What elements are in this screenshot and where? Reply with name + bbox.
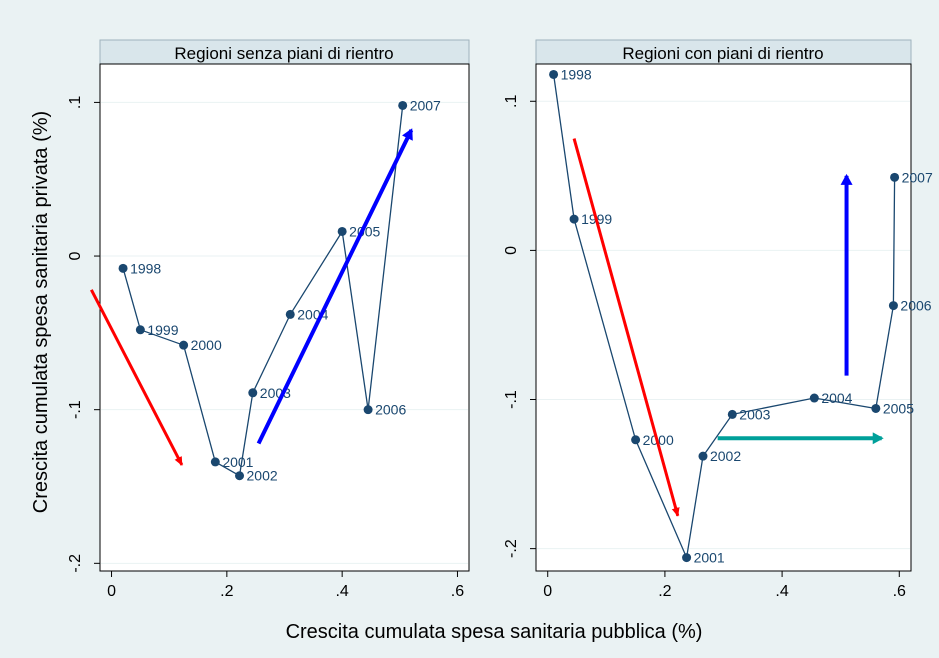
data-point bbox=[809, 393, 819, 403]
x-tick-label: .4 bbox=[335, 583, 348, 600]
data-point-label: 2002 bbox=[247, 468, 278, 484]
y-tick-label: -.1 bbox=[67, 400, 84, 419]
data-point bbox=[210, 457, 220, 467]
arrow-red bbox=[90, 289, 184, 466]
data-point-label: 2000 bbox=[191, 337, 222, 353]
panel-left-plot-area bbox=[99, 63, 470, 572]
data-point bbox=[631, 435, 641, 445]
data-point-label: 1998 bbox=[130, 260, 161, 276]
data-point-label: 2001 bbox=[694, 550, 725, 566]
data-point-label: 2005 bbox=[349, 223, 380, 239]
panel-right-x-axis: 0 .2 .4 .6 bbox=[543, 571, 906, 600]
data-point bbox=[871, 403, 881, 413]
data-point-label: 1999 bbox=[147, 322, 178, 338]
data-point-label: 2003 bbox=[739, 406, 770, 422]
data-point-label: 2002 bbox=[710, 448, 741, 464]
data-point-label: 2006 bbox=[375, 402, 406, 418]
panel-right-plot-area bbox=[535, 63, 912, 572]
x-tick-label: .2 bbox=[220, 583, 233, 600]
data-point bbox=[698, 451, 708, 461]
data-point-label: 1998 bbox=[561, 66, 592, 82]
panel-right-y-axis: -.2 -.1 0 .1 bbox=[503, 95, 536, 558]
panel-left: Regioni senza piani di rientro -.2 -.1 0 .1… bbox=[67, 39, 470, 600]
panel-right-title: Regioni con piani di rientro bbox=[622, 44, 823, 63]
data-point bbox=[890, 172, 900, 182]
data-point-label: 2005 bbox=[883, 400, 914, 416]
panel-left-header bbox=[99, 39, 470, 65]
panel-left-grid bbox=[101, 101, 468, 564]
data-point bbox=[135, 325, 145, 335]
panel-left-y-axis: -.2 -.1 0 .1 bbox=[67, 96, 100, 573]
arrow-red bbox=[572, 138, 680, 517]
y-tick-label: .1 bbox=[67, 96, 84, 109]
data-point-label: 2007 bbox=[410, 97, 441, 113]
data-point-label: 2004 bbox=[821, 390, 852, 406]
data-point bbox=[235, 471, 245, 481]
panel-left-x-axis: 0 .2 .4 .6 bbox=[107, 571, 464, 600]
data-point bbox=[398, 100, 408, 110]
data-point-label: 2001 bbox=[222, 454, 253, 470]
series-line bbox=[552, 74, 896, 560]
panel-right-header bbox=[535, 39, 912, 65]
panel-right: Regioni con piani di rientro -.2 -.1 0 .1 0… bbox=[503, 39, 933, 600]
data-point bbox=[727, 409, 737, 419]
data-point-label: 2006 bbox=[900, 298, 931, 314]
y-tick-label: 0 bbox=[67, 251, 84, 260]
panel-left-title: Regioni senza piani di rientro bbox=[174, 44, 393, 63]
x-tick-label: .2 bbox=[658, 583, 671, 600]
x-tick-label: .6 bbox=[451, 583, 464, 600]
data-point bbox=[682, 553, 692, 563]
data-point bbox=[569, 214, 579, 224]
arrow-blue bbox=[256, 128, 414, 445]
panel-right-arrows bbox=[572, 138, 884, 517]
x-tick-label: .6 bbox=[893, 583, 906, 600]
data-point bbox=[888, 301, 898, 311]
data-point bbox=[337, 226, 347, 236]
data-point-label: 2007 bbox=[902, 169, 933, 185]
x-axis-label: Crescita cumulata spesa sanitaria pubbli… bbox=[286, 621, 703, 643]
y-tick-label: -.2 bbox=[67, 554, 84, 573]
data-point bbox=[363, 405, 373, 415]
x-tick-label: .4 bbox=[775, 583, 788, 600]
panel-left-arrows bbox=[90, 128, 414, 466]
x-tick-label: 0 bbox=[107, 583, 116, 600]
y-tick-label: 0 bbox=[503, 246, 520, 255]
data-point bbox=[248, 388, 258, 398]
series-line bbox=[122, 105, 404, 477]
data-point bbox=[179, 340, 189, 350]
data-point bbox=[285, 309, 295, 319]
data-point bbox=[118, 263, 128, 273]
data-point bbox=[549, 69, 559, 79]
y-tick-label: -.1 bbox=[503, 390, 520, 409]
y-axis-label: Crescita cumulata spesa sanitaria privat… bbox=[30, 111, 52, 513]
x-tick-label: 0 bbox=[543, 583, 552, 600]
y-tick-label: -.2 bbox=[503, 539, 520, 558]
y-tick-label: .1 bbox=[503, 95, 520, 108]
